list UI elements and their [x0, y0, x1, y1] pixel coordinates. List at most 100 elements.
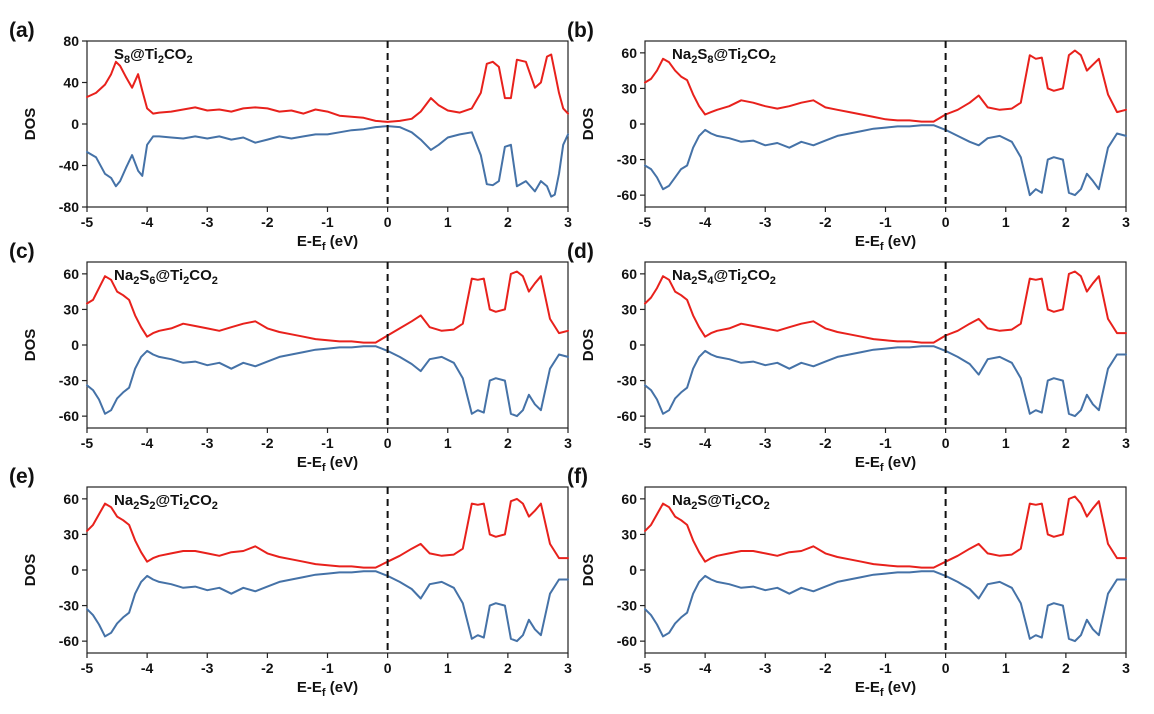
subscript-text: f — [322, 462, 326, 474]
subscript-text: 2 — [691, 275, 697, 287]
subscript-text: 2 — [691, 500, 697, 512]
subscript-text: 2 — [212, 275, 218, 287]
label-text: (eV) — [884, 233, 917, 250]
x-tick-label: -1 — [321, 214, 334, 230]
y-tick-label: -60 — [617, 408, 637, 424]
subscript-text: f — [880, 687, 884, 699]
y-tick-label: 60 — [621, 491, 637, 507]
spin-down-line — [644, 570, 1127, 643]
x-tick-label: 2 — [504, 660, 512, 676]
x-tick-label: -1 — [879, 660, 892, 676]
y-tick-label: 60 — [63, 266, 79, 282]
label-text: @Ti — [713, 267, 741, 284]
label-text: (eV) — [326, 454, 359, 471]
y-tick-label: 30 — [63, 526, 79, 542]
panel-label: (a) — [9, 19, 35, 42]
x-tick-label: -3 — [201, 214, 214, 230]
x-tick-label: 2 — [1062, 214, 1070, 230]
y-tick-label: 60 — [621, 266, 637, 282]
y-tick-label: 0 — [629, 337, 637, 353]
x-tick-label: -1 — [879, 214, 892, 230]
label-text: S — [139, 492, 149, 509]
label-text: (eV) — [326, 679, 359, 696]
label-text: E-E — [855, 233, 880, 250]
x-tick-label: 2 — [504, 214, 512, 230]
label-text: Na — [672, 492, 692, 509]
subscript-text: 8 — [124, 54, 130, 66]
x-tick-label: -2 — [261, 214, 274, 230]
y-tick-label: 30 — [63, 301, 79, 317]
label-text: CO — [189, 492, 212, 509]
y-tick-label: 0 — [71, 337, 79, 353]
x-tick-label: -3 — [201, 435, 214, 451]
label-text: S — [697, 46, 707, 63]
x-tick-label: 0 — [384, 214, 392, 230]
x-tick-label: 1 — [444, 214, 452, 230]
label-text: Na — [114, 267, 134, 284]
subscript-text: f — [322, 241, 326, 253]
spin-up-line — [86, 497, 569, 569]
x-tick-label: 3 — [564, 214, 572, 230]
y-tick-label: -60 — [59, 633, 79, 649]
plot-frame — [644, 486, 1127, 654]
label-text: CO — [747, 46, 770, 63]
x-tick-label: -2 — [819, 435, 832, 451]
y-tick-label: 60 — [621, 45, 637, 61]
subscript-text: 4 — [707, 275, 714, 287]
x-tick-label: -4 — [699, 214, 712, 230]
subscript-text: 2 — [149, 500, 155, 512]
x-axis-title: E-Ef (eV) — [297, 454, 358, 474]
spin-up-line — [644, 270, 1127, 344]
x-tick-label: 3 — [1122, 660, 1130, 676]
x-tick-label: 2 — [1062, 435, 1070, 451]
x-tick-label: 0 — [384, 660, 392, 676]
label-text: Na — [672, 267, 692, 284]
subscript-text: f — [322, 687, 326, 699]
subscript-text: 2 — [183, 275, 189, 287]
panel-a: (a) -5 -4 -3 -2 -1 0 1 2 3 80 40 0 -40 -80 E-Ef (eV) DOS… — [9, 19, 572, 253]
y-tick-label: -60 — [59, 408, 79, 424]
x-tick-label: 1 — [1002, 660, 1010, 676]
label-text: CO — [164, 46, 187, 63]
y-axis-title: DOS — [22, 108, 39, 141]
label-text: @Ti — [713, 46, 741, 63]
subscript-text: 2 — [186, 54, 192, 66]
y-axis-title: DOS — [580, 329, 597, 362]
subscript-text: 2 — [133, 500, 139, 512]
y-tick-label: 0 — [71, 562, 79, 578]
x-tick-label: -4 — [141, 660, 154, 676]
label-text: CO — [741, 492, 764, 509]
y-tick-label: -30 — [59, 373, 79, 389]
subscript-text: 8 — [707, 54, 713, 66]
x-tick-label: 3 — [564, 435, 572, 451]
y-tick-label: -60 — [617, 633, 637, 649]
subscript-text: 2 — [158, 54, 164, 66]
spin-down-line — [86, 570, 569, 643]
x-tick-label: 1 — [444, 660, 452, 676]
panel-label: (f) — [567, 465, 588, 488]
y-tick-label: 60 — [63, 491, 79, 507]
subscript-text: 2 — [741, 275, 747, 287]
x-tick-label: -5 — [639, 214, 652, 230]
label-text: CO — [189, 267, 212, 284]
subscript-text: f — [880, 462, 884, 474]
panel-b: (b) -5 -4 -3 -2 -1 0 1 2 3 60 30 0 -30 -60 E-Ef (eV) DOS… — [567, 19, 1130, 253]
subscript-text: 2 — [770, 54, 776, 66]
y-tick-label: 30 — [621, 301, 637, 317]
spin-up-line — [86, 53, 569, 123]
x-tick-label: 0 — [942, 660, 950, 676]
spin-down-line — [86, 345, 569, 418]
x-tick-label: -3 — [759, 435, 772, 451]
x-tick-label: -5 — [81, 435, 94, 451]
x-tick-label: -4 — [699, 660, 712, 676]
label-text: Na — [672, 46, 692, 63]
subscript-text: 2 — [770, 275, 776, 287]
y-tick-label: 40 — [63, 75, 79, 91]
plot-frame — [86, 261, 569, 429]
x-tick-label: -5 — [81, 660, 94, 676]
plot-frame — [644, 261, 1127, 429]
plot-frame — [86, 486, 569, 654]
y-axis-title: DOS — [22, 554, 39, 587]
